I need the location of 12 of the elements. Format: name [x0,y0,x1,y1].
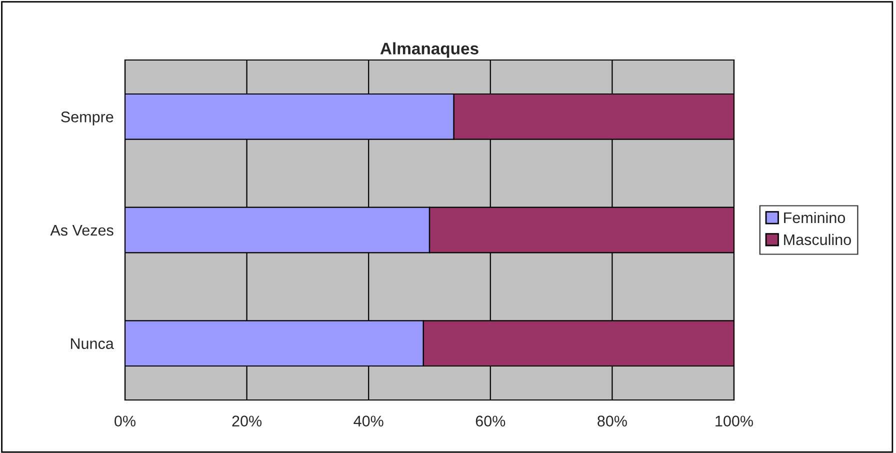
y-tick-label: Nunca [70,338,114,350]
y-tick-label: As Vezes [50,225,114,236]
legend-label: Masculino [784,234,851,246]
x-tick-label: 60% [476,416,506,426]
legend-label: Feminino [784,212,846,224]
chart-title: Almanaques [380,42,478,58]
x-tick-label: 40% [354,416,384,426]
y-tick-label: Sempre [61,112,114,126]
x-tick-label: 20% [232,416,262,426]
x-tick-label: 0% [114,416,136,426]
x-tick-label: 80% [598,416,627,426]
x-tick-label: 100% [716,416,753,426]
